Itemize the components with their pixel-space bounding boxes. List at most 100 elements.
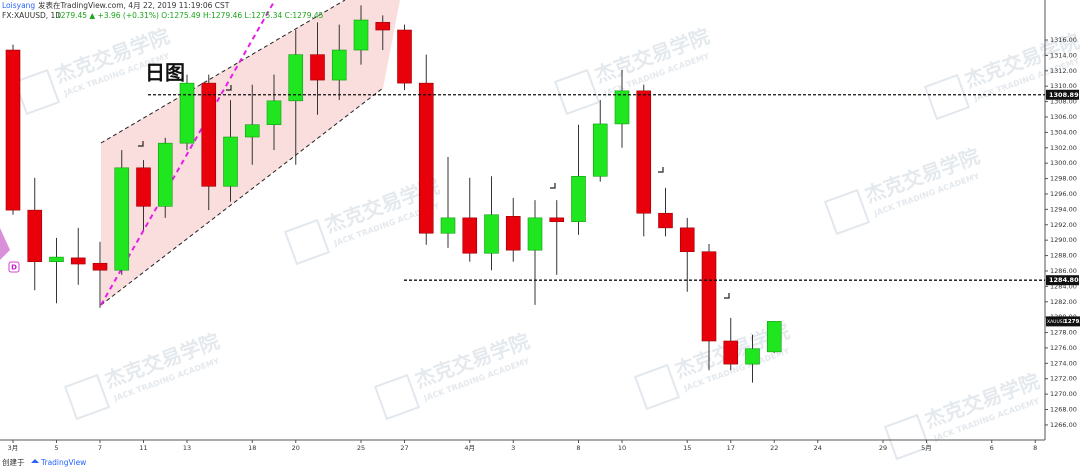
trend-line bbox=[100, 0, 276, 306]
candle-body bbox=[571, 175, 586, 222]
candle-body bbox=[375, 22, 391, 31]
watermark-logo bbox=[553, 68, 601, 116]
channel-fill bbox=[101, 0, 400, 305]
y-tick-label: 1266.00 bbox=[1050, 421, 1077, 429]
price-label: 1308.89 bbox=[1049, 91, 1079, 99]
x-tick-label: 3 bbox=[511, 444, 515, 452]
y-tick-label: 1310.00 bbox=[1050, 82, 1077, 90]
last-price-box bbox=[1046, 316, 1080, 327]
y-tick-label: 1278.00 bbox=[1050, 329, 1077, 337]
corner-mark bbox=[550, 183, 556, 189]
x-tick-label: 13 bbox=[183, 444, 191, 452]
symbol: FX:XAUUSD, 1D bbox=[2, 11, 61, 20]
x-tick-label: 29 bbox=[879, 444, 887, 452]
x-tick-label: 3月 bbox=[8, 444, 19, 452]
candle-body bbox=[223, 136, 238, 187]
watermark-logo bbox=[633, 363, 681, 411]
x-tick-label: 7 bbox=[98, 444, 102, 452]
candle-body bbox=[353, 19, 369, 51]
last-price-value: 1279.45 bbox=[1064, 319, 1080, 325]
candle-body bbox=[440, 217, 456, 234]
x-tick-label: 5月 bbox=[921, 444, 932, 452]
candle-body bbox=[27, 209, 43, 263]
candle-body bbox=[418, 82, 434, 234]
candle-body bbox=[397, 29, 412, 84]
x-tick-label: 4月 bbox=[464, 444, 475, 452]
y-tick-label: 1268.00 bbox=[1050, 406, 1077, 414]
x-tick-label: 17 bbox=[727, 444, 735, 452]
y-tick-label: 1292.00 bbox=[1050, 221, 1077, 229]
candle-body bbox=[5, 49, 21, 211]
y-tick-label: 1286.00 bbox=[1050, 267, 1077, 275]
candle-body bbox=[592, 123, 608, 177]
y-tick-label: 1284.00 bbox=[1050, 282, 1077, 290]
corner-mark bbox=[226, 85, 232, 91]
watermark-logo bbox=[923, 73, 971, 121]
candle-body bbox=[636, 90, 652, 214]
candle-body bbox=[701, 251, 717, 342]
y-tick-label: 1290.00 bbox=[1050, 236, 1077, 244]
candle-body bbox=[201, 82, 217, 187]
candle-body bbox=[179, 82, 195, 144]
y-tick-label: 1312.00 bbox=[1050, 67, 1077, 75]
watermark-logo bbox=[13, 68, 61, 116]
candle-body bbox=[484, 214, 499, 254]
candle-body bbox=[462, 217, 478, 254]
annotation: 日图 bbox=[145, 61, 185, 85]
y-tick-label: 1270.00 bbox=[1050, 390, 1077, 398]
x-tick-label: 27 bbox=[400, 444, 408, 452]
y-tick-label: 1308.00 bbox=[1050, 98, 1077, 106]
y-tick-label: 1298.00 bbox=[1050, 175, 1077, 183]
x-tick-label: 22 bbox=[770, 444, 778, 452]
corner-mark bbox=[138, 141, 144, 147]
x-tick-label: 6 bbox=[990, 444, 994, 452]
y-tick-label: 1300.00 bbox=[1050, 159, 1077, 167]
y-tick-label: 1296.00 bbox=[1050, 190, 1077, 198]
candle-body bbox=[331, 49, 347, 81]
x-tick-label: 8 bbox=[576, 444, 580, 452]
candle-body bbox=[136, 167, 151, 207]
y-tick-label: 1304.00 bbox=[1050, 128, 1077, 136]
candle-body bbox=[114, 167, 130, 271]
x-tick-label: 24 bbox=[814, 444, 822, 452]
candle-body bbox=[766, 321, 782, 353]
y-tick-label: 1302.00 bbox=[1050, 144, 1077, 152]
footer-brand[interactable]: TradingView bbox=[40, 458, 86, 467]
author: Loisyang bbox=[2, 1, 35, 10]
candle-body bbox=[70, 257, 86, 265]
corner-mark bbox=[658, 167, 664, 173]
drawings bbox=[0, 0, 730, 306]
candle-body bbox=[92, 262, 108, 271]
candle-body bbox=[49, 256, 64, 263]
watermark-logo bbox=[63, 373, 111, 421]
candle-body bbox=[310, 54, 325, 81]
x-tick-label: 20 bbox=[292, 444, 300, 452]
candle-body bbox=[723, 340, 739, 365]
quote: 1279.45 ▲ +3.96 (+0.31%) O:1275.49 H:127… bbox=[56, 11, 324, 20]
brand-icon bbox=[31, 459, 39, 463]
y-tick-label: 1306.00 bbox=[1050, 113, 1077, 121]
x-tick-label: 10 bbox=[618, 444, 626, 452]
y-tick-label: 1288.00 bbox=[1050, 252, 1077, 260]
corner-mark bbox=[724, 293, 730, 299]
candle-body bbox=[266, 100, 282, 126]
y-tick-label: 1272.00 bbox=[1050, 375, 1077, 383]
candles bbox=[5, 5, 782, 383]
y-tick-label: 1316.00 bbox=[1050, 36, 1077, 44]
channel-lower bbox=[100, 87, 384, 306]
candle-body bbox=[288, 54, 304, 102]
candle-body bbox=[614, 90, 630, 125]
y-tick-label: 1314.00 bbox=[1050, 51, 1077, 59]
y-tick-label: 1276.00 bbox=[1050, 344, 1077, 352]
x-tick-label: 18 bbox=[248, 444, 256, 452]
price-label-box bbox=[1046, 89, 1079, 100]
x-tick-label: 8 bbox=[1033, 444, 1037, 452]
price-label: 1284.80 bbox=[1049, 276, 1079, 284]
footer: 创建于 bbox=[2, 457, 25, 467]
y-tick-label: 1294.00 bbox=[1050, 205, 1077, 213]
watermark-logo bbox=[823, 188, 871, 236]
